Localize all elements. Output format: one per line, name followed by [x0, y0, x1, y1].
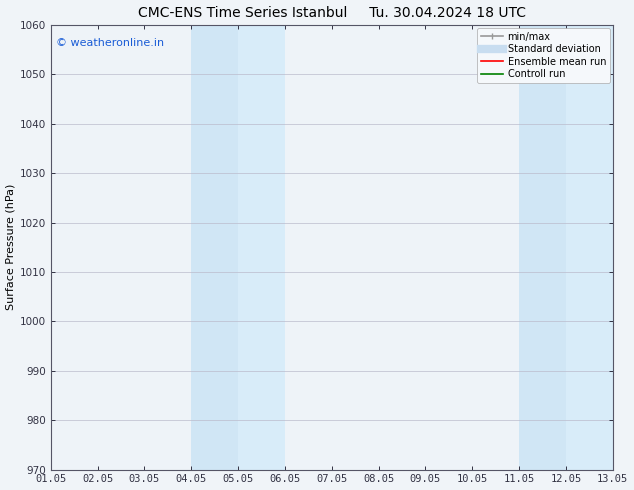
Title: CMC-ENS Time Series Istanbul     Tu. 30.04.2024 18 UTC: CMC-ENS Time Series Istanbul Tu. 30.04.2… [138, 5, 526, 20]
Bar [566, 25, 613, 469]
Y-axis label: Surface Pressure (hPa): Surface Pressure (hPa) [6, 184, 16, 311]
Legend: min/max, Standard deviation, Ensemble mean run, Controll run: min/max, Standard deviation, Ensemble me… [477, 28, 610, 83]
Bar [519, 25, 566, 469]
Bar [238, 25, 285, 469]
Text: © weatheronline.in: © weatheronline.in [56, 38, 165, 48]
Bar [191, 25, 238, 469]
